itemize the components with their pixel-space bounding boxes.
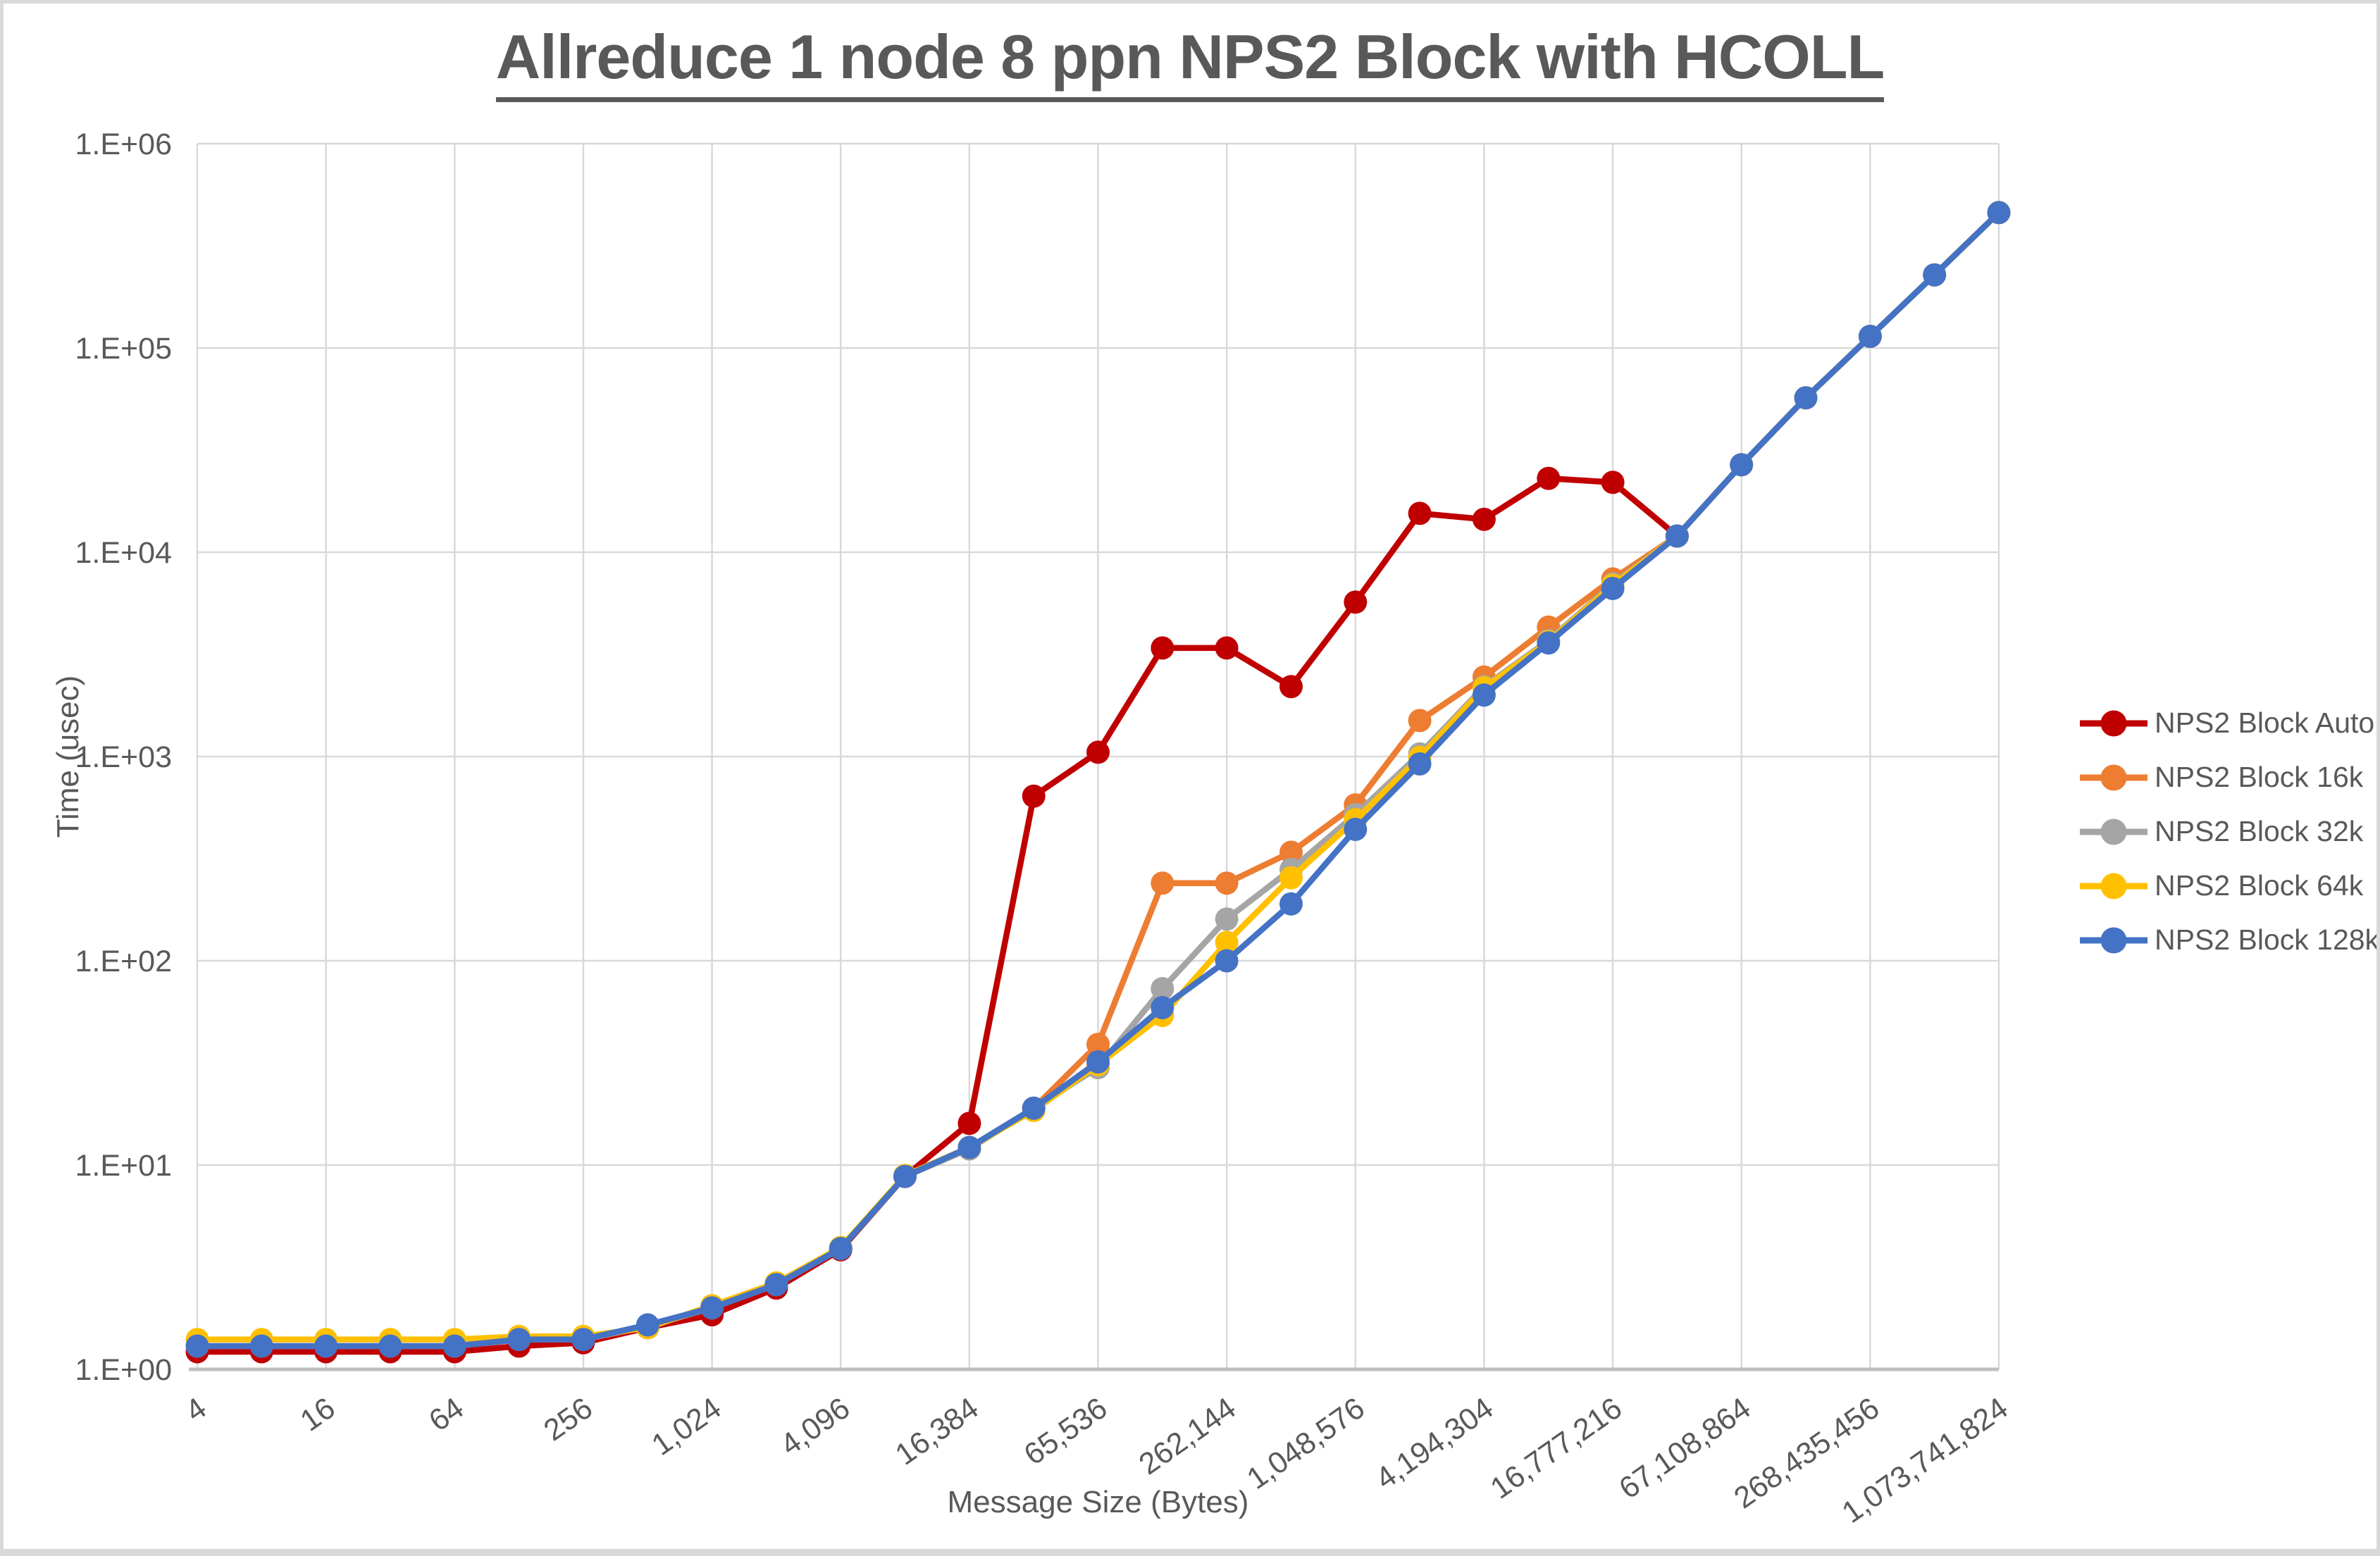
legend-item-nps2-block-64k: NPS2 Block 64k — [2080, 859, 2379, 913]
data-point-nps2-block-auto — [1215, 636, 1239, 660]
series-nps2-block-auto — [185, 466, 1689, 1364]
legend-marker-nps2-block-16k — [2080, 764, 2147, 792]
legend-dot-sample — [2100, 927, 2127, 953]
legend-item-nps2-block-128k: NPS2 Block 128k — [2080, 913, 2379, 967]
chart-title: Allreduce 1 node 8 ppn NPS2 Block with H… — [0, 21, 2380, 102]
data-point-nps2-block-auto — [957, 1112, 981, 1135]
legend-label: NPS2 Block 16k — [2155, 761, 2364, 793]
legend-label: NPS2 Block Auto — [2155, 707, 2375, 739]
y-tick-label: 1.E+00 — [75, 1353, 172, 1387]
data-point-nps2-block-16k — [1086, 1033, 1110, 1057]
data-point-nps2-block-128k — [1022, 1096, 1046, 1120]
data-point-nps2-block-128k — [1923, 263, 1947, 287]
data-point-nps2-block-128k — [1858, 325, 1882, 348]
data-point-nps2-block-16k — [1215, 871, 1239, 895]
data-point-nps2-block-64k — [1279, 866, 1303, 890]
data-point-nps2-block-128k — [1344, 817, 1368, 841]
data-point-nps2-block-32k — [1215, 907, 1239, 931]
data-point-nps2-block-auto — [1344, 590, 1368, 614]
legend-item-nps2-block-16k: NPS2 Block 16k — [2080, 750, 2379, 804]
data-point-nps2-block-128k — [700, 1296, 724, 1320]
legend-dot-sample — [2100, 764, 2127, 790]
y-tick-label: 1.E+05 — [75, 332, 172, 366]
data-point-nps2-block-128k — [185, 1334, 209, 1358]
legend-label: NPS2 Block 128k — [2155, 923, 2380, 956]
data-point-nps2-block-auto — [1151, 636, 1174, 660]
data-point-nps2-block-128k — [1086, 1050, 1110, 1073]
data-point-nps2-block-128k — [442, 1334, 466, 1358]
legend-item-nps2-block-auto: NPS2 Block Auto — [2080, 696, 2379, 750]
data-point-nps2-block-128k — [1408, 752, 1432, 776]
data-point-nps2-block-16k — [1408, 709, 1432, 733]
data-point-nps2-block-auto — [1022, 784, 1046, 808]
data-point-nps2-block-128k — [249, 1334, 273, 1358]
data-point-nps2-block-16k — [1151, 871, 1174, 895]
y-tick-labels: 1.E+00 1.E+01 1.E+02 1.E+03 1.E+04 1.E+05 1.E+… — [75, 127, 172, 1387]
legend-label: NPS2 Block 64k — [2155, 869, 2364, 902]
data-point-nps2-block-32k — [1151, 977, 1174, 1001]
data-point-nps2-block-128k — [1601, 576, 1625, 600]
legend-dot-sample — [2100, 819, 2127, 845]
chart-title-text: Allreduce 1 node 8 ppn NPS2 Block with H… — [495, 22, 1885, 102]
data-point-nps2-block-128k — [1537, 631, 1561, 655]
data-point-nps2-block-128k — [893, 1164, 917, 1188]
data-point-nps2-block-128k — [571, 1328, 595, 1352]
data-point-nps2-block-auto — [1408, 502, 1432, 525]
y-tick-label: 1.E+02 — [75, 945, 172, 978]
legend-marker-nps2-block-auto — [2080, 709, 2147, 737]
x-tick-label: 16 — [295, 1391, 342, 1438]
legend: NPS2 Block Auto NPS2 Block 16k NPS2 Block … — [2080, 696, 2379, 967]
data-point-nps2-block-auto — [1601, 471, 1625, 494]
y-tick-label: 1.E+03 — [75, 740, 172, 774]
data-point-nps2-block-128k — [1730, 453, 1754, 477]
x-tick-label: 256 — [538, 1391, 598, 1448]
legend-dot-sample — [2100, 873, 2127, 899]
x-tick-label: 64 — [423, 1391, 470, 1438]
x-tick-label: 4,096 — [774, 1391, 856, 1462]
data-point-nps2-block-auto — [1472, 507, 1496, 531]
data-point-nps2-block-128k — [1665, 524, 1689, 548]
data-point-nps2-block-128k — [1987, 201, 2011, 225]
data-point-nps2-block-128k — [957, 1135, 981, 1159]
data-point-nps2-block-128k — [507, 1328, 531, 1352]
x-tick-label: 1,048,576 — [1241, 1391, 1370, 1496]
legend-marker-nps2-block-64k — [2080, 872, 2147, 900]
data-point-nps2-block-128k — [764, 1273, 788, 1297]
y-tick-label: 1.E+04 — [75, 536, 172, 570]
data-point-nps2-block-128k — [1794, 386, 1818, 410]
x-tick-label: 1,024 — [646, 1391, 728, 1462]
x-tick-label: 16,384 — [889, 1391, 984, 1472]
data-point-nps2-block-auto — [1537, 466, 1561, 490]
data-point-nps2-block-16k — [1279, 840, 1303, 864]
legend-marker-nps2-block-128k — [2080, 926, 2147, 954]
legend-item-nps2-block-32k: NPS2 Block 32k — [2080, 804, 2379, 859]
data-point-nps2-block-auto — [1086, 740, 1110, 764]
y-tick-label: 1.E+06 — [75, 127, 172, 161]
x-tick-label: 262,144 — [1133, 1391, 1242, 1481]
data-point-nps2-block-128k — [314, 1334, 338, 1358]
data-point-nps2-block-128k — [1472, 683, 1496, 707]
data-point-nps2-block-128k — [1151, 996, 1174, 1019]
data-point-nps2-block-128k — [636, 1313, 659, 1337]
x-tick-label: 65,536 — [1018, 1391, 1113, 1472]
data-point-nps2-block-128k — [829, 1237, 853, 1261]
legend-dot-sample — [2100, 710, 2127, 736]
legend-label: NPS2 Block 32k — [2155, 815, 2364, 847]
x-tick-label: 4 — [180, 1391, 213, 1429]
series-nps2-block-128k — [185, 201, 2011, 1358]
x-tick-label: 4,194,304 — [1370, 1391, 1499, 1496]
data-point-nps2-block-auto — [1279, 675, 1303, 699]
data-point-nps2-block-64k — [1215, 931, 1239, 954]
data-point-nps2-block-128k — [1279, 892, 1303, 916]
legend-marker-nps2-block-32k — [2080, 818, 2147, 846]
y-tick-label: 1.E+01 — [75, 1149, 172, 1183]
series-line-nps2-block-auto — [194, 475, 1680, 1355]
x-axis-title: Message Size (Bytes) — [947, 1485, 1249, 1519]
data-point-nps2-block-128k — [378, 1334, 402, 1358]
data-point-nps2-block-128k — [1215, 949, 1239, 973]
